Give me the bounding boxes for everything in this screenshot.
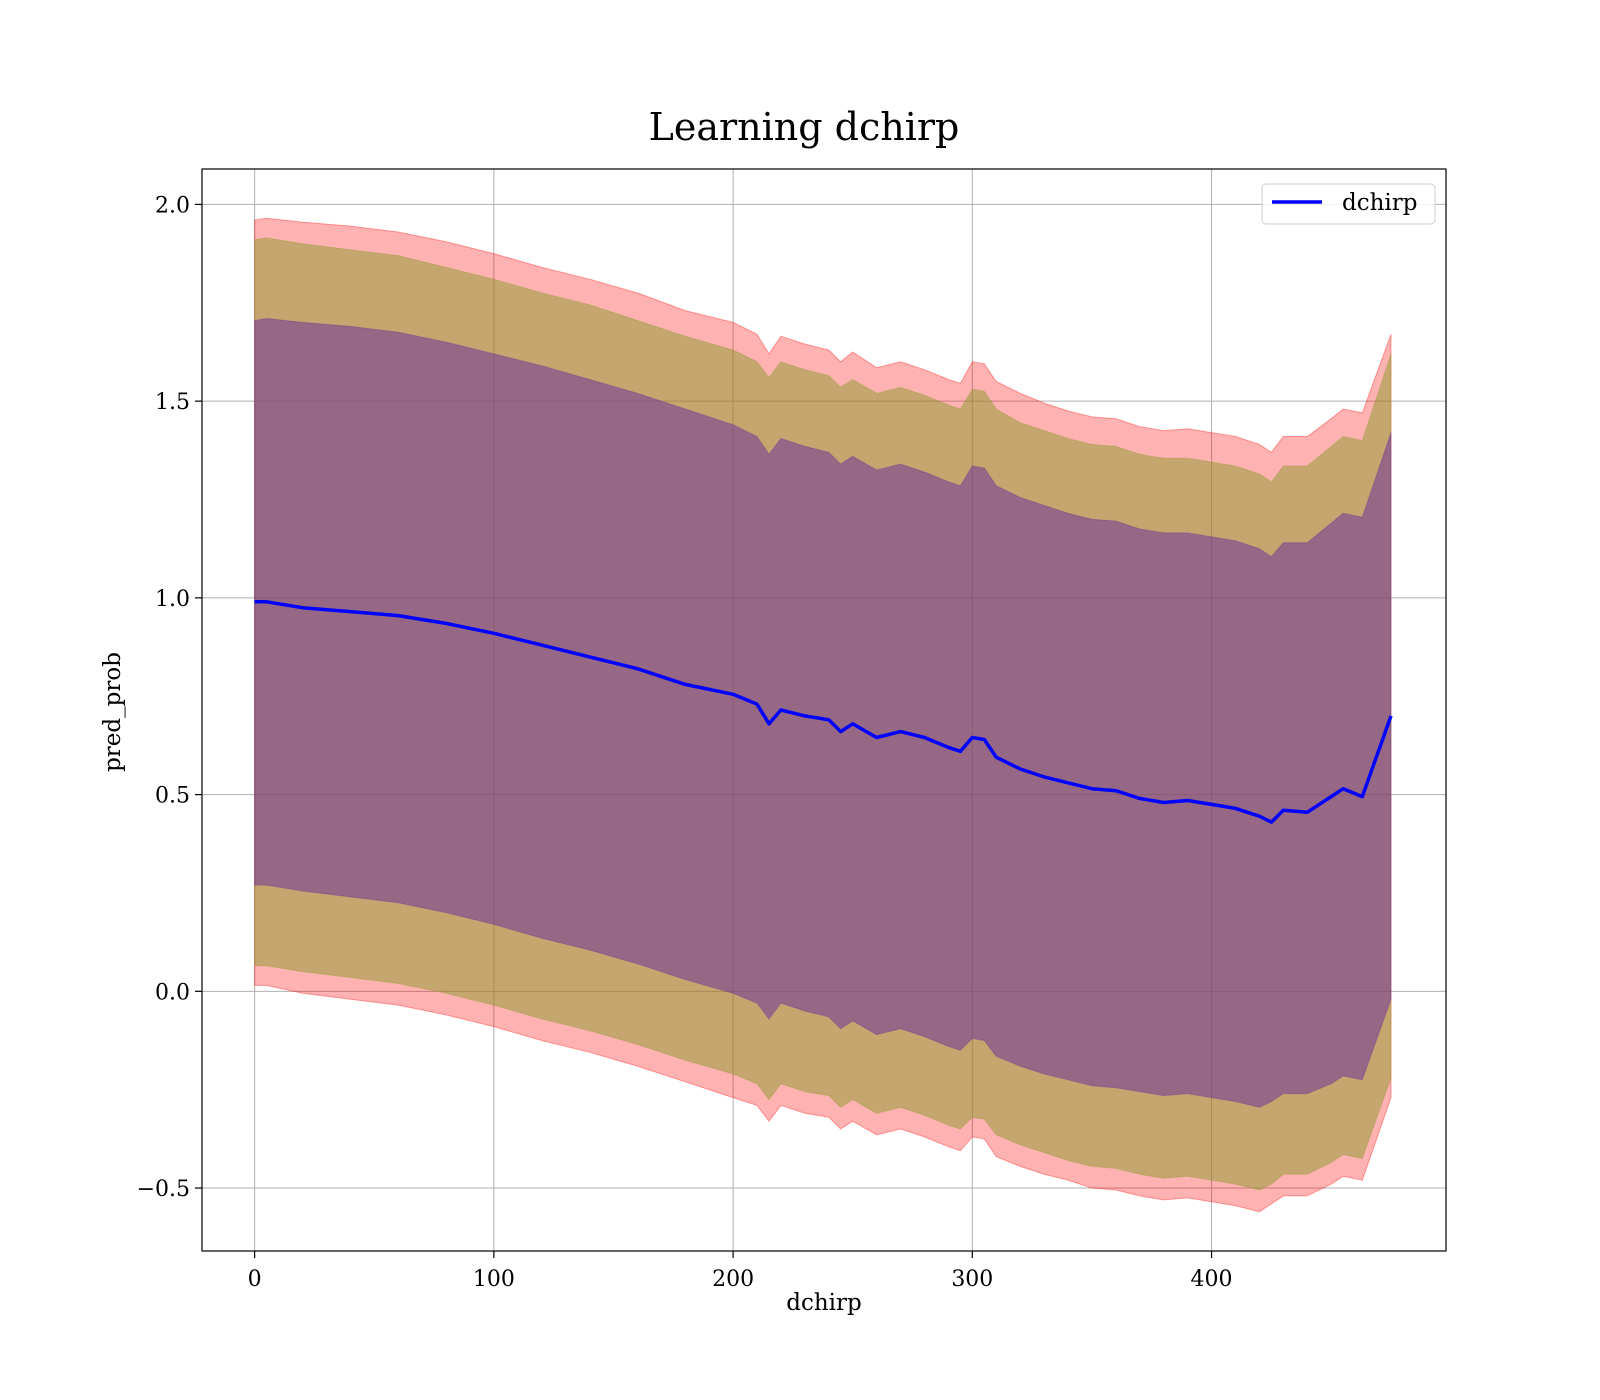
x-axis-ticks: 0 100 200 300 400 <box>248 1251 1233 1292</box>
y-axis-ticks: −0.5 0.0 0.5 1.0 1.5 2.0 <box>137 193 202 1202</box>
y-tick-label: −0.5 <box>137 1177 190 1202</box>
x-tick-label: 0 <box>248 1267 262 1292</box>
y-tick-label: 1.5 <box>155 390 190 415</box>
x-tick-label: 100 <box>473 1267 515 1292</box>
y-tick-label: 2.0 <box>155 193 190 218</box>
x-axis-label: dchirp <box>786 1290 862 1316</box>
y-tick-label: 0.0 <box>155 980 190 1005</box>
confidence-bands <box>254 217 1392 1213</box>
legend-box <box>1261 183 1436 225</box>
legend-entry-dchirp: dchirp <box>1342 190 1418 216</box>
series-line-dchirp <box>254 600 1393 824</box>
chart-title: Learning dchirp <box>649 105 960 149</box>
y-tick-label: 1.0 <box>155 587 190 612</box>
x-tick-label: 300 <box>951 1267 993 1292</box>
x-tick-label: 200 <box>712 1267 754 1292</box>
y-axis-label: pred_prob <box>100 652 126 772</box>
legend: dchirp <box>1261 183 1436 225</box>
x-tick-label: 400 <box>1191 1267 1233 1292</box>
plot-frame <box>201 168 1447 1252</box>
inner-band <box>254 317 1392 1108</box>
y-tick-label: 0.5 <box>155 784 190 809</box>
